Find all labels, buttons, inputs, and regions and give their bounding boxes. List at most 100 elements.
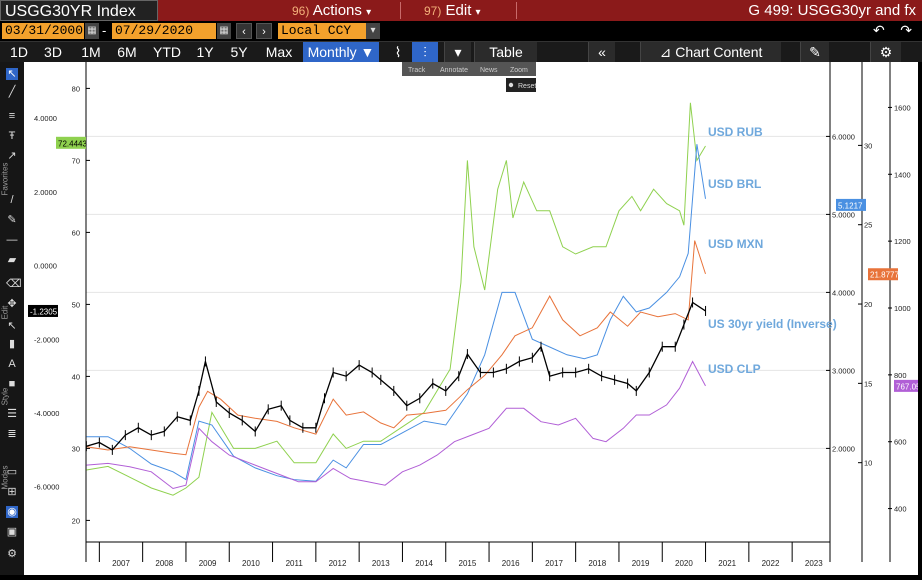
period-ytd[interactable]: YTD — [153, 44, 181, 60]
fibonacci-icon[interactable]: ≡ — [8, 110, 16, 122]
text-tool-icon[interactable]: A — [8, 358, 16, 370]
x-tick-label: 2008 — [155, 559, 173, 568]
period-1m[interactable]: 1M — [81, 44, 101, 60]
y-tick-label: 400 — [894, 505, 907, 514]
annotation-icon[interactable]: Ŧ — [8, 130, 16, 142]
chart-content-button[interactable]: ⊿ Chart Content — [640, 42, 781, 62]
chart-subtoolbar: Track Annotate News Zoom Reset — [402, 62, 536, 92]
chevron-down-icon: ▾ — [475, 7, 481, 18]
y-tick-label: 1200 — [894, 237, 911, 246]
fill-color-icon[interactable]: ■ — [8, 378, 16, 390]
x-tick-label: 2011 — [286, 559, 304, 568]
right-border — [918, 62, 922, 575]
x-tick-label: 2017 — [545, 559, 563, 568]
menu-divider — [400, 2, 401, 19]
period-5y[interactable]: 5Y — [230, 44, 248, 60]
y-tick-label: 1600 — [894, 103, 911, 112]
value-tags: 72.4443 -1.2305 5.1217 21.8777 767.05 — [28, 136, 922, 392]
cursor-icon[interactable]: ↖ — [6, 68, 18, 80]
value-tag-label: 21.8777 — [870, 271, 899, 280]
auto-mode-icon[interactable]: ◉ — [6, 506, 18, 518]
line-weight-icon[interactable]: ≣ — [7, 428, 17, 440]
period-6m[interactable]: 6M — [117, 44, 137, 60]
bar-chart-icon[interactable]: ⫶ — [412, 42, 438, 62]
series-labels: USD RUB USD BRL USD MXN US 30yr yield (Inve… — [708, 125, 837, 376]
move-icon[interactable]: ✥ — [7, 298, 17, 310]
y-tick-label: 60 — [72, 228, 80, 237]
select-icon[interactable]: ↖ — [7, 320, 17, 332]
chevron-left-icon[interactable]: ‹ — [236, 23, 252, 39]
series-line — [86, 144, 706, 482]
value-tag-label: 767.05 — [896, 382, 918, 391]
y-tick-label: 15 — [864, 379, 872, 388]
x-tick-label: 2021 — [718, 559, 736, 568]
edit-menu[interactable]: 97) Edit ▾ — [424, 0, 481, 21]
x-tick-label: 2007 — [112, 559, 130, 568]
value-tag — [868, 268, 898, 281]
calendar-icon[interactable]: ▦ — [85, 23, 99, 39]
value-tag-label: 72.4443 — [58, 139, 87, 148]
period-1d[interactable]: 1D — [10, 44, 28, 60]
history-controls: ↶ ↷ — [873, 22, 912, 39]
table-button[interactable]: Table — [474, 42, 537, 62]
layers-icon[interactable]: ▣ — [6, 526, 18, 538]
gear-icon[interactable]: ⚙ — [870, 42, 901, 62]
period-1y[interactable]: 1Y — [196, 44, 214, 60]
sidebar-label-favorites: Favorites — [0, 162, 10, 196]
value-tag-label: 5.1217 — [838, 201, 863, 210]
undo-icon[interactable]: ↶ — [872, 22, 885, 38]
trash-icon[interactable]: ▮ — [8, 338, 16, 350]
y-tick-label: 80 — [72, 84, 80, 93]
frequency-select[interactable]: Monthly ▼ — [303, 42, 379, 62]
chevron-right-icon[interactable]: › — [256, 23, 272, 39]
chart-panel[interactable]: 2007 2008 2009 2010 2011 2012 2013 2014 2015 2016… — [24, 62, 922, 575]
y-tick-label: -4.0000 — [34, 409, 59, 418]
y-tick-label: 25 — [864, 221, 872, 230]
brush-icon[interactable]: / — [10, 194, 14, 206]
title-bar: USGG30YR Index 96) Actions ▾ 97) Edit ▾ … — [0, 0, 922, 21]
series-label: USD CLP — [708, 362, 761, 376]
y-tick-label: -6.0000 — [34, 483, 59, 492]
x-tick-label: 2019 — [632, 559, 650, 568]
y-tick-label: 4.0000 — [832, 288, 855, 297]
drawing-toolbar: ↖ ╱ ≡ Ŧ ↗ Favorites / ✎ — ▰ ⌫ ✥ Edit ↖ ▮… — [0, 62, 24, 575]
mode-icon[interactable]: ▭ — [6, 466, 18, 478]
period-max[interactable]: Max — [265, 44, 293, 60]
end-date-field[interactable]: 07/29/2020 — [112, 23, 216, 39]
horizontal-line-icon[interactable]: — — [6, 234, 18, 246]
arrow-tool-icon[interactable]: ↗ — [7, 150, 17, 162]
subtoolbar-item: Annotate — [440, 67, 468, 74]
x-tick-label: 2015 — [459, 559, 477, 568]
frequency-label: Monthly — [307, 44, 357, 60]
line-chart-icon[interactable]: ⌇ — [394, 44, 402, 60]
calendar-icon[interactable]: ▦ — [217, 23, 231, 39]
eraser-icon[interactable]: ⌫ — [6, 278, 22, 290]
date-separator: - — [102, 23, 107, 38]
chevron-down-icon[interactable]: ▾ — [366, 23, 380, 39]
security-title[interactable]: USGG30YR Index — [0, 0, 158, 21]
actions-menu[interactable]: 96) Actions ▾ — [292, 0, 371, 21]
double-chevron-left-icon[interactable]: « — [588, 42, 615, 62]
edit-menu-number: 97) — [424, 4, 442, 18]
chart-toolbar: 1D 3D 1M 6M YTD 1Y 5Y Max Monthly ▼ ⌇ ⫶ … — [0, 41, 922, 62]
y-tick-label: 30 — [864, 141, 872, 150]
edit-chart-icon[interactable]: ✎ — [800, 42, 829, 62]
settings-icon[interactable]: ⚙ — [7, 548, 17, 560]
line-style-icon[interactable]: ☰ — [7, 408, 17, 420]
start-date-field[interactable]: 03/31/2000 — [2, 23, 84, 39]
subtoolbar-item: News — [480, 67, 498, 74]
currency-select[interactable]: Local CCY — [278, 23, 366, 39]
x-tick-label: 2022 — [762, 559, 780, 568]
value-tag-label: -1.2305 — [30, 307, 58, 316]
reset-button — [506, 78, 536, 92]
series-line — [86, 301, 706, 451]
value-tag — [56, 136, 86, 149]
period-3d[interactable]: 3D — [44, 44, 62, 60]
value-tag — [28, 304, 58, 317]
chart-type-dropdown-icon[interactable]: ▾ — [444, 42, 471, 62]
pen-icon[interactable]: ✎ — [7, 214, 17, 226]
line-tool-icon[interactable]: ╱ — [8, 86, 16, 98]
channel-icon[interactable]: ▰ — [7, 254, 17, 266]
redo-icon[interactable]: ↷ — [900, 22, 912, 38]
crosshair-icon[interactable]: ⊞ — [7, 486, 17, 498]
